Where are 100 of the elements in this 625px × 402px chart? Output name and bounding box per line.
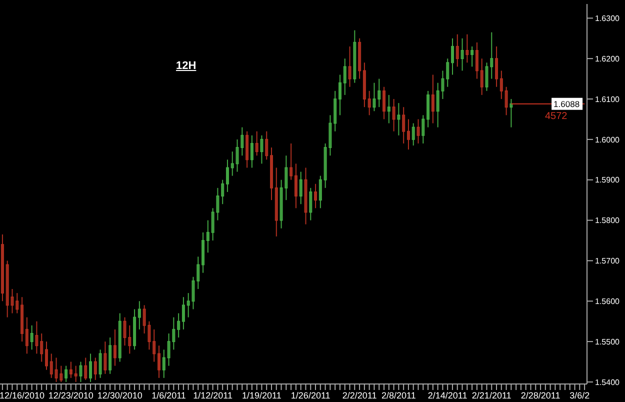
candlestick [148,320,151,350]
candlestick [495,46,498,88]
candlestick [167,332,170,366]
candlestick [0,234,4,302]
candlestick [274,167,278,237]
y-tick-label: 1.5800 [595,216,620,226]
x-tick-label: 12/23/2010 [48,390,94,400]
candlestick [255,130,258,156]
candlestick [260,134,264,164]
candlestick [466,34,469,64]
candlestick [446,58,450,88]
candlestick [290,142,293,180]
y-tick-label: 1.5900 [595,176,620,185]
candlestick [480,58,484,96]
candlestick [152,328,156,362]
candlestick [25,316,28,354]
candlestick [456,34,459,68]
y-tick-label: 1.6300 [595,14,620,23]
candlestick [416,118,420,144]
candlestick [470,46,474,68]
candlestick [500,70,503,100]
candlestick [382,86,386,120]
annotation: 12H [176,60,196,72]
ref-line-label: 1.6088 [554,98,580,109]
candlestick [250,134,254,168]
candlestick [74,365,78,382]
candlestick [460,38,464,72]
candlestick [343,58,346,96]
y-tick-label: 1.6200 [595,54,620,64]
candlestick [451,38,454,76]
candlestick [353,30,356,84]
y-tick-label: 1.6000 [595,135,620,144]
candlestick [10,288,14,314]
x-tick-label: 2/8/2011 [381,390,416,400]
candlestick [372,82,376,112]
candlestick [158,345,160,378]
candlestick [172,316,176,350]
candlestick [133,308,136,350]
candlestick [89,353,92,382]
candlestick [54,357,58,382]
y-tick-label: 1.5500 [595,337,620,346]
candlestick [328,114,332,156]
candlestick [270,147,274,201]
candlestick [50,353,53,378]
candlestick [182,296,185,330]
candlestick [60,365,63,382]
candlestick [108,337,112,374]
candlestick [216,187,220,221]
candlestick [221,179,224,205]
candlestick [202,232,205,274]
candlestick [280,179,283,229]
candlestick [402,106,406,144]
candlestick [118,312,122,362]
x-tick-label: 1/26/2011 [290,390,330,400]
candlestick [441,70,444,100]
candlestick [94,357,97,380]
candlestick [35,320,38,354]
candlestick [318,175,322,209]
candlestick [98,349,102,378]
y-tick-label: 1.6100 [595,94,620,104]
x-tick-label: 3/6/2 [570,390,590,400]
candlestick [177,312,180,338]
candlestick [314,183,318,209]
candlestick [392,98,396,132]
x-tick-label: 12/16/2010 [0,390,45,400]
candlestick [338,74,342,116]
candlestick [284,155,288,201]
candlestick [138,300,141,330]
candlestick [6,260,9,318]
x-tick-label: 1/6/2011 [152,390,186,400]
candlestick [422,114,425,144]
candlestick [162,349,166,378]
x-tick-label: 2/2/2011 [342,390,377,400]
candlestick [475,42,478,80]
y-tick-label: 1.5400 [595,378,620,387]
x-tick-label: 2/28/2011 [520,390,560,400]
candlestick [324,142,327,188]
candlestick [436,82,440,128]
candlestick [16,292,19,314]
candlestick [309,187,312,221]
candlestick [334,90,337,132]
x-tick-label: 2/14/2011 [428,390,468,400]
candlestick [192,276,195,310]
candlestick [304,167,308,225]
y-tick-label: 1.5700 [595,256,620,266]
candlestick [362,62,366,108]
x-tick-label: 1/12/2011 [193,390,232,400]
candlestick [113,328,116,366]
candlestick [431,74,434,124]
candlestick [142,304,146,334]
candlestick [128,324,132,354]
candlestick [20,296,24,342]
candlestick [426,90,430,128]
candlestick [378,78,381,108]
x-tick-label: 2/21/2011 [472,390,512,400]
candlestick [294,163,298,209]
candlestick [230,151,234,176]
candlestick [246,130,249,168]
candlestick [226,159,229,192]
candlestick [196,256,200,290]
